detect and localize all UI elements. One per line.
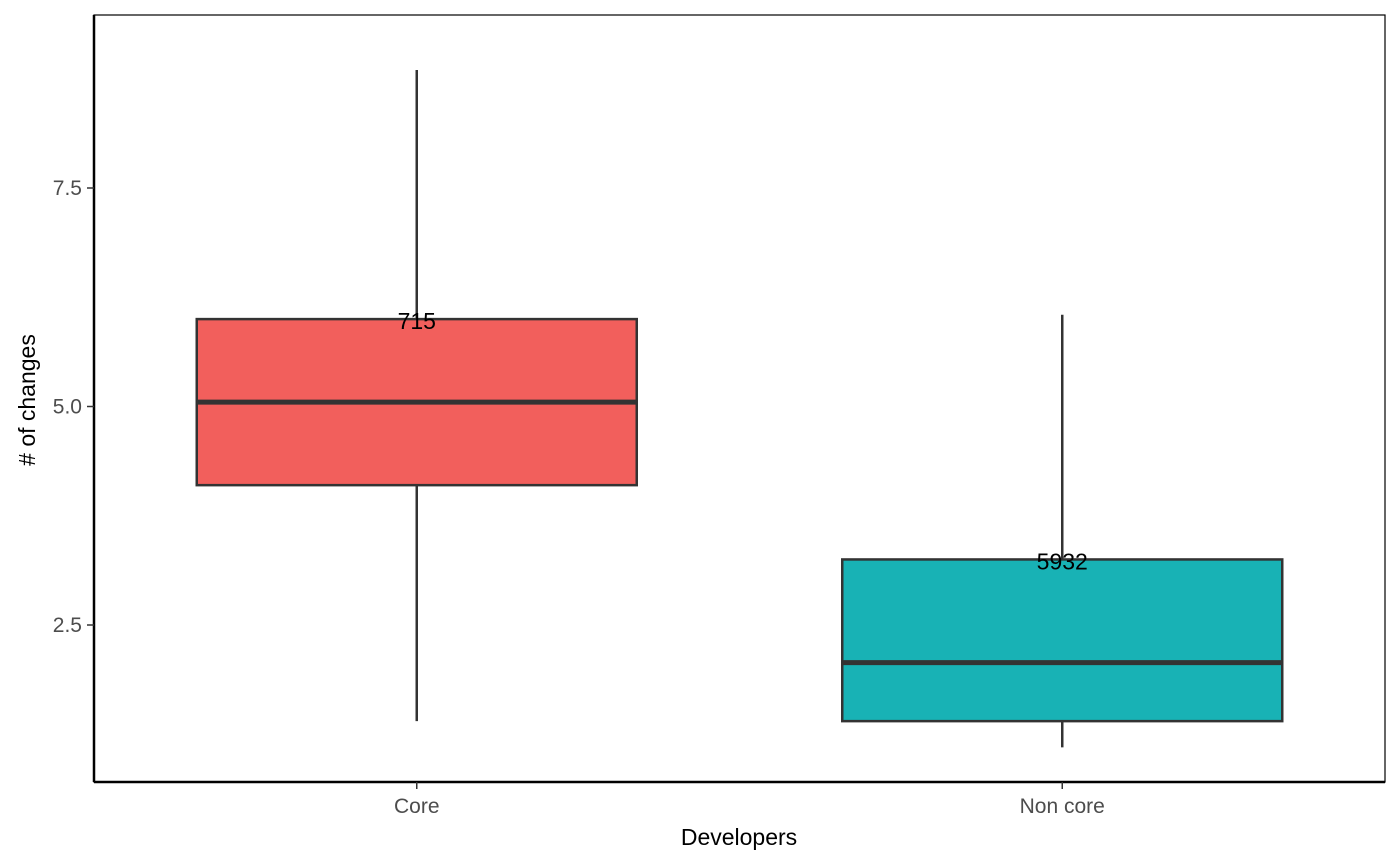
x-axis-title: Developers (681, 824, 797, 850)
count-label: 5932 (1037, 549, 1088, 575)
count-label: 715 (398, 308, 436, 334)
box-body (841, 558, 1284, 723)
box-core: 715 (195, 70, 638, 722)
y-tick-label: 5.0 (53, 396, 82, 419)
y-tick-label: 7.5 (53, 177, 82, 200)
x-tick-label: Non core (1020, 795, 1105, 818)
x-axis-ticks: Core Non core (394, 782, 1105, 818)
boxes-layer: 715 5932 (195, 70, 1284, 748)
x-tick-label: Core (394, 795, 440, 818)
y-tick-label: 2.5 (53, 614, 82, 637)
box-non-core: 5932 (841, 314, 1284, 748)
plot-panel (92, 14, 1386, 784)
y-axis-ticks: 2.5 5.0 7.5 (53, 177, 94, 637)
y-axis-title: # of changes (14, 334, 40, 466)
